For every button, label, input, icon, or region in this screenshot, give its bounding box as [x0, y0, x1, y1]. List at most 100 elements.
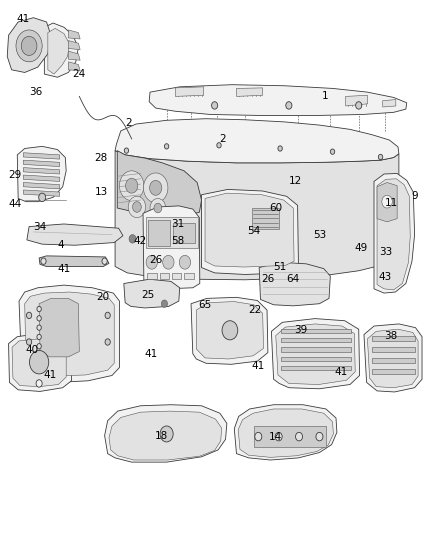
- Bar: [148, 220, 170, 246]
- Polygon shape: [23, 190, 60, 196]
- Polygon shape: [234, 405, 337, 460]
- Circle shape: [16, 30, 42, 62]
- Polygon shape: [238, 409, 333, 457]
- Polygon shape: [115, 151, 399, 280]
- Polygon shape: [149, 85, 407, 116]
- Circle shape: [29, 351, 49, 374]
- Circle shape: [150, 180, 162, 195]
- Circle shape: [37, 334, 41, 340]
- Bar: [159, 273, 169, 279]
- Bar: [148, 273, 157, 279]
- Polygon shape: [44, 23, 78, 77]
- Text: 42: 42: [134, 236, 147, 246]
- Text: 2: 2: [219, 134, 226, 144]
- Text: 12: 12: [289, 176, 302, 187]
- Text: 14: 14: [269, 432, 283, 442]
- Circle shape: [39, 193, 46, 201]
- Circle shape: [126, 178, 138, 193]
- Text: 33: 33: [379, 247, 392, 256]
- Text: 36: 36: [29, 87, 42, 97]
- Circle shape: [154, 203, 162, 213]
- Circle shape: [286, 102, 292, 109]
- Circle shape: [255, 432, 262, 441]
- Circle shape: [102, 258, 107, 264]
- Polygon shape: [23, 167, 60, 174]
- Text: 24: 24: [73, 69, 86, 79]
- Polygon shape: [374, 173, 415, 293]
- Circle shape: [378, 155, 383, 160]
- Circle shape: [217, 143, 221, 148]
- Text: 60: 60: [269, 203, 283, 213]
- Polygon shape: [68, 51, 80, 60]
- Bar: [281, 338, 351, 342]
- Bar: [281, 348, 351, 352]
- Text: 38: 38: [384, 330, 397, 341]
- Circle shape: [41, 258, 46, 264]
- Polygon shape: [23, 175, 60, 181]
- Text: 53: 53: [313, 230, 327, 240]
- Circle shape: [36, 379, 42, 387]
- Circle shape: [160, 426, 173, 442]
- Text: 29: 29: [9, 170, 22, 180]
- Polygon shape: [383, 100, 396, 107]
- Text: 41: 41: [252, 361, 265, 372]
- Polygon shape: [23, 153, 60, 159]
- Circle shape: [144, 173, 168, 203]
- Polygon shape: [205, 193, 294, 267]
- Polygon shape: [25, 292, 114, 376]
- Polygon shape: [9, 334, 71, 391]
- Text: 43: 43: [379, 272, 392, 282]
- Polygon shape: [124, 279, 180, 308]
- Text: 26: 26: [149, 255, 162, 265]
- Text: 31: 31: [171, 219, 184, 229]
- Circle shape: [222, 321, 238, 340]
- Polygon shape: [117, 151, 201, 216]
- Text: 49: 49: [354, 243, 367, 253]
- Polygon shape: [39, 298, 79, 357]
- Bar: [281, 366, 351, 370]
- Polygon shape: [105, 405, 227, 462]
- Polygon shape: [346, 95, 367, 106]
- Polygon shape: [68, 62, 80, 71]
- Circle shape: [120, 171, 144, 200]
- Circle shape: [161, 300, 167, 308]
- Text: 44: 44: [9, 199, 22, 209]
- Text: 65: 65: [198, 300, 211, 310]
- Circle shape: [133, 201, 141, 212]
- Polygon shape: [175, 87, 204, 96]
- Text: 58: 58: [171, 236, 184, 246]
- Circle shape: [37, 344, 41, 349]
- Polygon shape: [23, 182, 60, 189]
- Text: 40: 40: [25, 345, 38, 356]
- Text: 41: 41: [57, 264, 71, 274]
- Circle shape: [128, 196, 146, 217]
- Text: 39: 39: [294, 325, 307, 335]
- Text: 41: 41: [16, 14, 29, 25]
- Bar: [173, 223, 195, 243]
- Circle shape: [179, 255, 191, 269]
- Polygon shape: [272, 319, 360, 389]
- Polygon shape: [7, 18, 51, 72]
- Polygon shape: [364, 324, 422, 392]
- Polygon shape: [115, 119, 399, 163]
- Bar: [146, 216, 198, 248]
- Text: 41: 41: [335, 367, 348, 377]
- Polygon shape: [191, 297, 268, 365]
- Text: 41: 41: [43, 370, 57, 380]
- Polygon shape: [68, 41, 80, 50]
- Text: 51: 51: [273, 262, 286, 271]
- Circle shape: [105, 339, 110, 345]
- Circle shape: [382, 195, 392, 208]
- Polygon shape: [196, 302, 264, 359]
- Polygon shape: [23, 160, 60, 166]
- Polygon shape: [377, 182, 397, 222]
- Circle shape: [129, 235, 136, 243]
- Circle shape: [37, 306, 41, 312]
- Circle shape: [162, 255, 174, 269]
- Circle shape: [150, 198, 166, 217]
- Bar: [372, 358, 415, 363]
- Polygon shape: [143, 206, 200, 289]
- Circle shape: [275, 432, 282, 441]
- Circle shape: [164, 144, 169, 149]
- Polygon shape: [367, 329, 418, 387]
